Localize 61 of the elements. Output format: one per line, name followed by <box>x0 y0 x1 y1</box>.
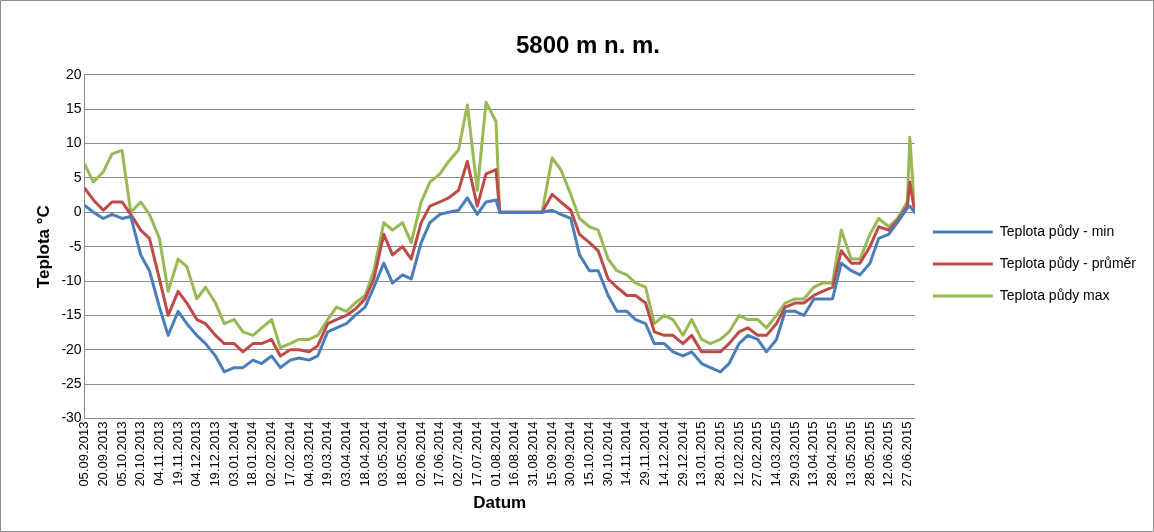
x-tick-label: 04.11.2013 <box>151 421 166 486</box>
y-tick-label: -20 <box>61 340 82 357</box>
x-tick-label: 17.06.2014 <box>431 421 447 487</box>
legend-label: Teplota půdy max <box>999 286 1110 303</box>
x-tick-label: 19.12.2013 <box>207 421 223 487</box>
x-tick-label: 12.06.2015 <box>880 421 896 487</box>
legend-label: Teplota půdy - průměr <box>999 254 1137 271</box>
x-tick-label: 29.03.2015 <box>786 421 802 487</box>
x-tick-label: 27.06.2015 <box>898 421 914 487</box>
x-tick-label: 18.05.2014 <box>394 421 410 487</box>
x-tick-label: 30.10.2014 <box>599 421 615 487</box>
x-tick-label: 01.08.2014 <box>487 421 503 487</box>
x-tick-label: 18.01.2014 <box>244 421 260 487</box>
y-tick-label: 15 <box>66 100 82 117</box>
x-tick-label: 20.09.2013 <box>94 421 110 487</box>
x-tick-label: 19.11.2013 <box>169 421 185 486</box>
x-tick-label: 15.09.2014 <box>543 421 559 487</box>
x-tick-label: 16.08.2014 <box>506 421 522 487</box>
y-tick-label: 0 <box>73 203 82 220</box>
x-tick-label: 02.06.2014 <box>412 421 428 487</box>
x-tick-label: 13.05.2015 <box>842 421 858 487</box>
y-tick-label: 20 <box>66 65 82 82</box>
x-tick-label: 02.07.2014 <box>450 421 466 487</box>
x-tick-label: 03.04.2014 <box>337 421 353 487</box>
x-tick-label: 13.04.2015 <box>805 421 821 487</box>
x-tick-label: 14.12.2014 <box>655 421 671 487</box>
x-tick-label: 28.05.2015 <box>861 421 877 487</box>
x-tick-label: 27.02.2015 <box>749 421 765 487</box>
x-tick-label: 19.03.2014 <box>319 421 335 487</box>
x-tick-label: 28.04.2015 <box>824 421 840 487</box>
y-tick-label: 5 <box>73 168 82 185</box>
x-tick-label: 05.10.2013 <box>113 421 129 487</box>
legend-label: Teplota půdy - min <box>999 222 1115 239</box>
x-tick-label: 29.12.2014 <box>674 421 690 487</box>
x-tick-label: 12.02.2015 <box>730 421 746 487</box>
y-tick-label: -5 <box>69 237 82 254</box>
x-tick-label: 28.01.2015 <box>711 421 727 487</box>
x-tick-label: 20.10.2013 <box>132 421 148 487</box>
x-tick-label: 14.11.2014 <box>618 421 634 486</box>
chart-title: 5800 m n. m. <box>515 31 661 59</box>
x-tick-label: 31.08.2014 <box>524 421 540 487</box>
x-tick-label: 13.01.2015 <box>693 421 709 487</box>
x-axis-title: Datum <box>473 493 527 513</box>
x-tick-label: 14.03.2015 <box>768 421 784 487</box>
y-tick-label: -25 <box>61 375 82 392</box>
x-tick-label: 30.09.2014 <box>562 421 578 487</box>
y-axis-title: Teplota °C <box>33 205 53 289</box>
y-tick-label: -10 <box>61 271 82 288</box>
x-tick-label: 03.01.2014 <box>225 421 241 487</box>
x-tick-label: 02.02.2014 <box>263 421 279 487</box>
x-tick-label: 03.05.2014 <box>375 421 391 487</box>
x-tick-label: 29.11.2014 <box>637 421 653 486</box>
x-tick-label: 17.07.2014 <box>468 421 484 487</box>
x-tick-label: 04.03.2014 <box>300 421 316 487</box>
y-tick-label: -15 <box>61 306 82 323</box>
y-tick-label: 10 <box>66 134 82 151</box>
x-tick-label: 15.10.2014 <box>581 421 597 487</box>
x-tick-label: 05.09.2013 <box>76 421 92 487</box>
x-tick-label: 18.04.2014 <box>356 421 372 487</box>
x-tick-label: 04.12.2013 <box>188 421 204 487</box>
x-tick-label: 17.02.2014 <box>281 421 297 487</box>
